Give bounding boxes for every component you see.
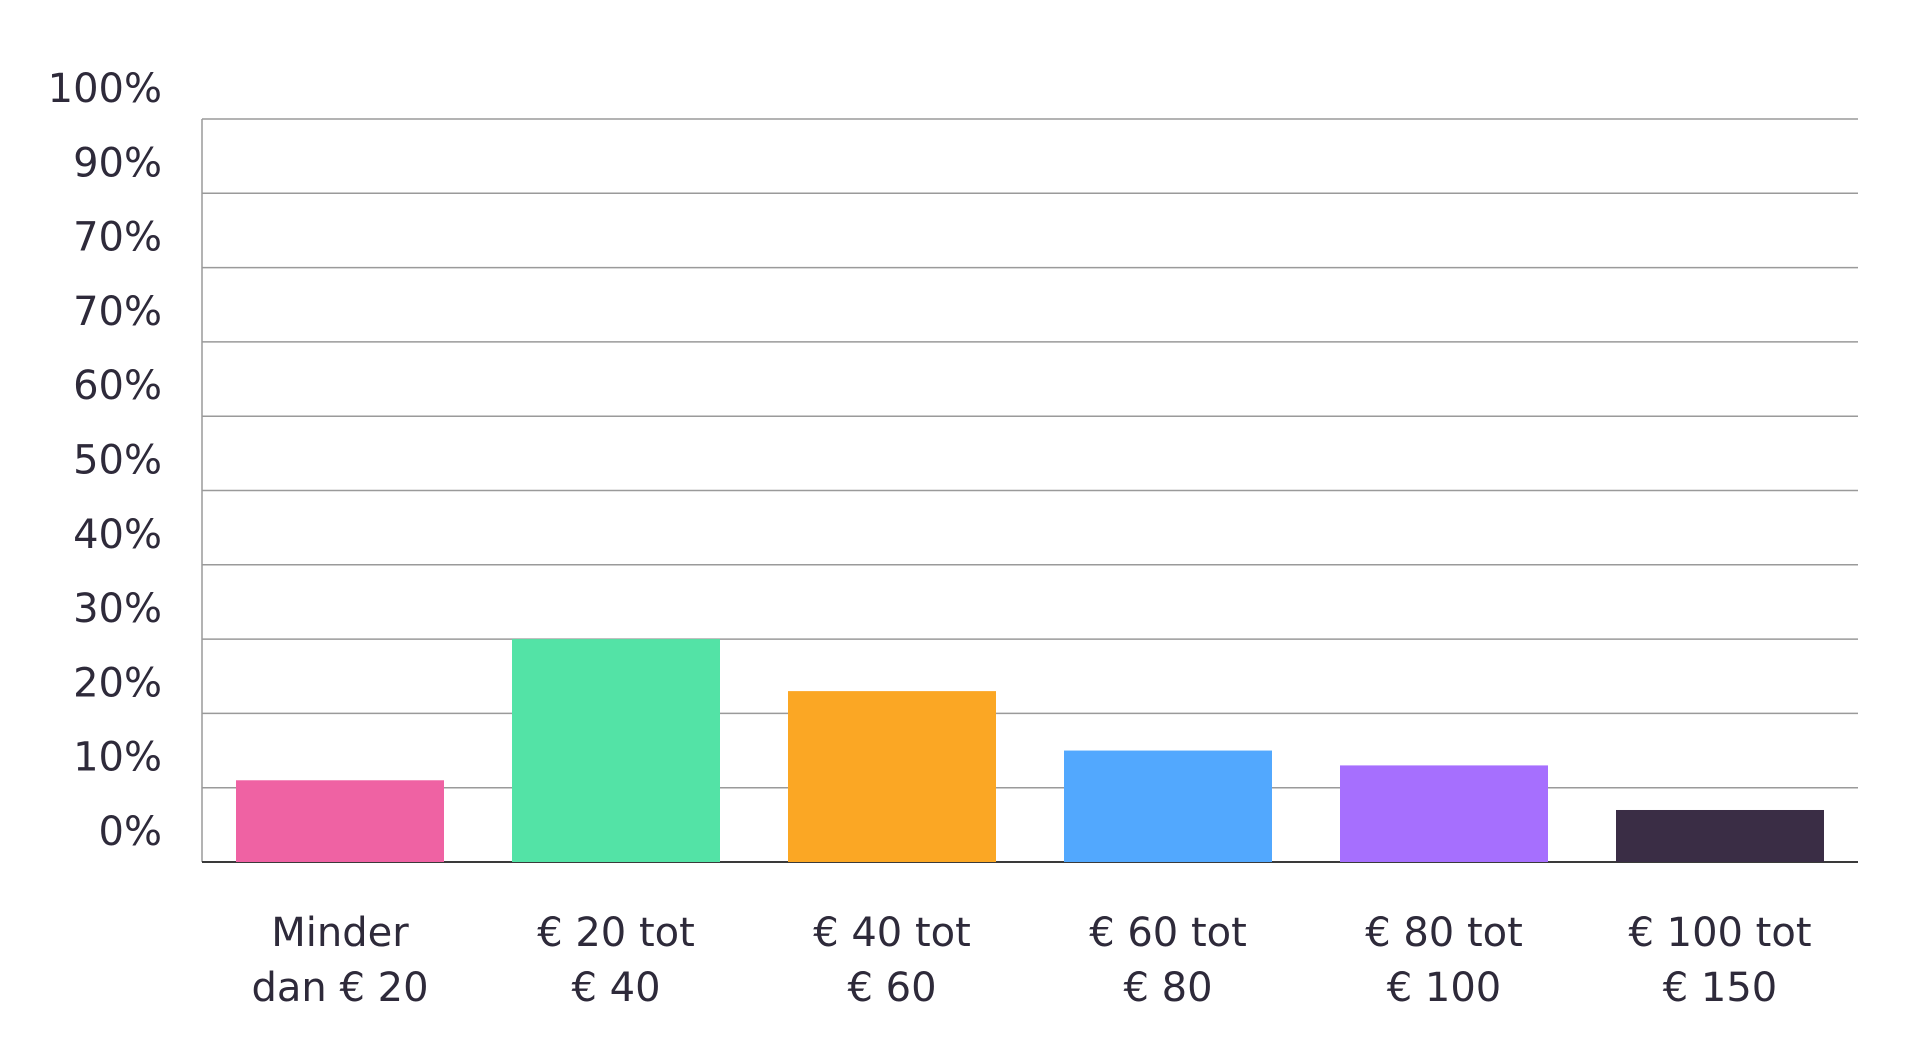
x-tick-label: € 60 tot € 80 <box>1089 910 1247 1011</box>
y-tick-label: 0% <box>99 809 162 855</box>
y-tick-label: 10% <box>73 735 162 781</box>
bar <box>236 780 444 862</box>
y-tick-label: 50% <box>73 438 162 484</box>
x-tick-label: € 20 tot € 40 <box>537 910 695 1011</box>
y-tick-label: 70% <box>73 289 162 335</box>
bar <box>1064 750 1272 862</box>
x-tick-label: € 100 tot € 150 <box>1628 910 1812 1011</box>
y-tick-label: 100% <box>48 66 162 112</box>
y-tick-label: 90% <box>73 140 162 186</box>
y-tick-label: 40% <box>73 512 162 558</box>
y-tick-label: 70% <box>73 215 162 261</box>
y-tick-label: 30% <box>73 586 162 632</box>
bar <box>1340 765 1548 862</box>
y-tick-label: 60% <box>73 363 162 409</box>
x-tick-label: € 40 tot € 60 <box>813 910 971 1011</box>
bar <box>512 639 720 862</box>
bar <box>788 691 996 862</box>
x-tick-label: € 80 tot € 100 <box>1365 910 1523 1011</box>
x-tick-label: Minder dan € 20 <box>251 910 429 1011</box>
bar <box>1616 809 1824 862</box>
y-tick-label: 20% <box>73 660 162 706</box>
